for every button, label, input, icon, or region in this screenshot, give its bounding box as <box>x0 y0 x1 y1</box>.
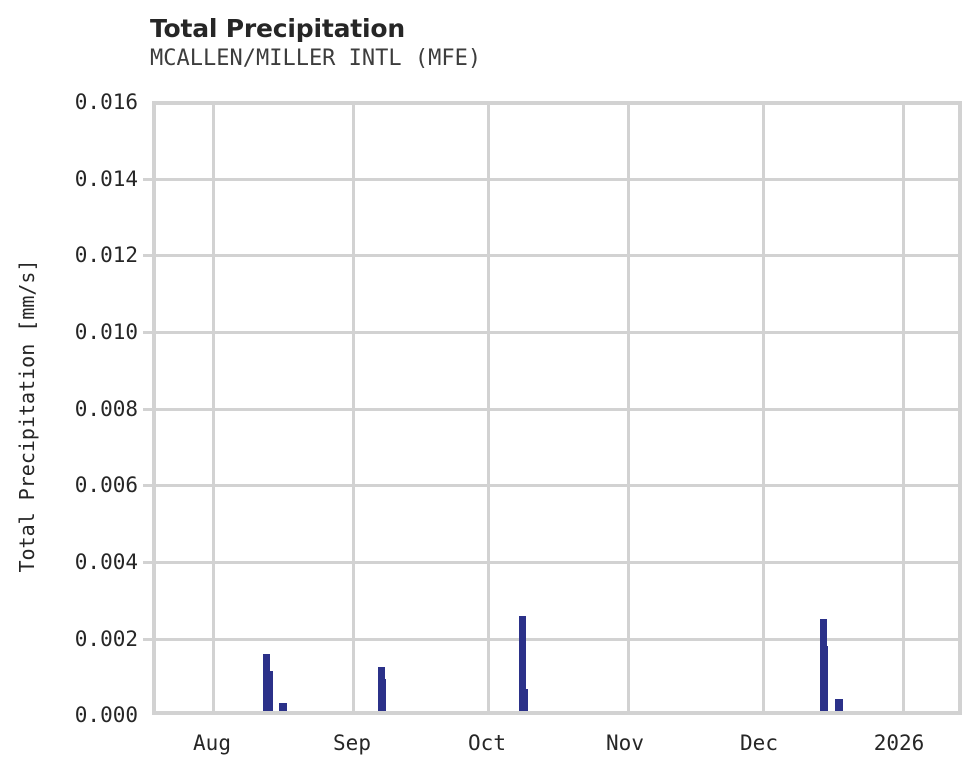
data-bar <box>835 699 843 711</box>
gridline-vertical <box>902 105 905 711</box>
gridline-horizontal <box>156 408 958 411</box>
chart-subtitle: MCALLEN/MILLER INTL (MFE) <box>150 46 482 71</box>
x-tick-label: Nov <box>606 731 644 755</box>
data-bar <box>523 689 528 711</box>
y-tick-mark <box>143 331 152 334</box>
y-tick-mark <box>143 484 152 487</box>
gridline-horizontal <box>156 254 958 257</box>
y-tick-mark <box>143 178 152 181</box>
data-bar <box>519 616 526 711</box>
data-bar <box>263 654 270 711</box>
gridline-vertical <box>212 105 215 711</box>
y-tick-label: 0.016 <box>74 90 138 114</box>
data-bar <box>268 671 273 711</box>
gridline-horizontal <box>156 331 958 334</box>
title-block: Total Precipitation MCALLEN/MILLER INTL … <box>150 14 850 73</box>
x-tick-label: 2026 <box>873 731 925 755</box>
page-title: Total Precipitation <box>150 14 405 43</box>
y-tick-label: 0.010 <box>74 320 138 344</box>
gridline-vertical <box>487 105 490 711</box>
y-tick-mark <box>143 561 152 564</box>
x-tick-label: Sep <box>333 731 371 755</box>
data-bar <box>382 679 386 711</box>
y-tick-label: 0.012 <box>74 243 138 267</box>
plot-inner <box>156 105 958 711</box>
y-tick-label: 0.014 <box>74 167 138 191</box>
plot-area <box>152 101 962 715</box>
y-tick-mark <box>143 638 152 641</box>
data-bar <box>378 667 385 711</box>
y-axis-tick-labels: 0.016 0.014 0.012 0.010 0.008 0.006 0.00… <box>8 0 138 780</box>
y-tick-label: 0.002 <box>74 627 138 651</box>
gridline-horizontal <box>156 484 958 487</box>
gridline-horizontal <box>156 178 958 181</box>
x-tick-label: Dec <box>740 731 778 755</box>
y-tick-label: 0.004 <box>74 550 138 574</box>
gridline-horizontal <box>156 561 958 564</box>
data-bar <box>279 703 287 711</box>
data-bar <box>820 619 827 711</box>
data-bar <box>824 646 828 711</box>
gridline-vertical <box>762 105 765 711</box>
y-tick-mark <box>143 254 152 257</box>
x-tick-label: Aug <box>193 731 231 755</box>
gridline-vertical <box>352 105 355 711</box>
gridline-horizontal <box>156 638 958 641</box>
y-tick-label: 0.000 <box>74 703 138 727</box>
x-tick-label: Oct <box>468 731 506 755</box>
y-tick-label: 0.006 <box>74 473 138 497</box>
gridline-vertical <box>627 105 630 711</box>
y-tick-mark <box>143 408 152 411</box>
y-tick-label: 0.008 <box>74 397 138 421</box>
